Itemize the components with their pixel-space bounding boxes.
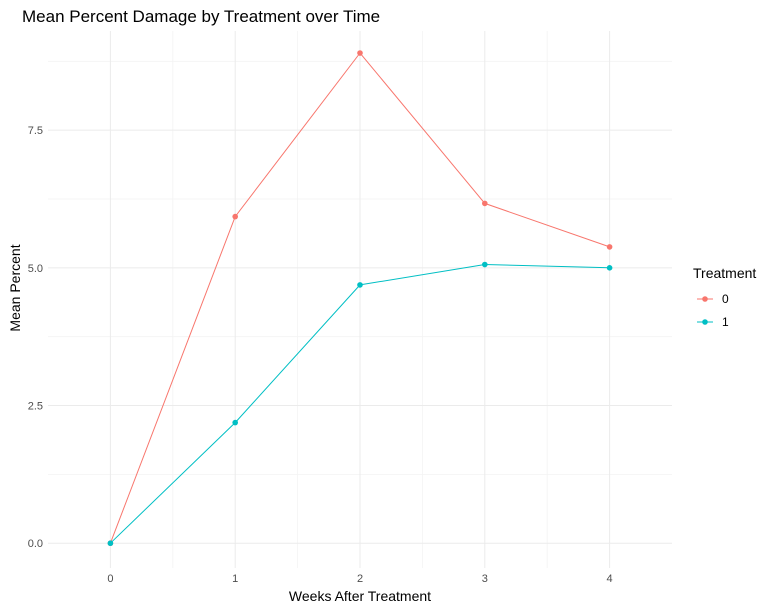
data-point	[482, 261, 488, 268]
legend-item: 1	[697, 315, 729, 329]
y-axis-ticks: 0.0 2.5 5.0 7.5	[28, 125, 43, 550]
y-tick-label: 5.0	[28, 263, 43, 275]
y-tick-label: 0.0	[28, 538, 43, 550]
y-tick-label: 7.5	[28, 125, 43, 137]
x-tick-label: 2	[357, 573, 363, 585]
legend-label: 1	[722, 315, 729, 329]
x-tick-label: 1	[232, 573, 238, 585]
data-point	[482, 200, 488, 207]
x-tick-label: 4	[607, 573, 613, 585]
x-axis-label: Weeks After Treatment	[289, 588, 431, 604]
legend-key-point	[702, 319, 708, 325]
data-point	[232, 213, 238, 220]
series-lines	[107, 50, 613, 547]
legend: Treatment 01	[693, 265, 756, 329]
data-point	[107, 540, 114, 547]
data-point	[357, 282, 363, 288]
x-axis-ticks: 0 1 2 3 4	[107, 573, 612, 585]
data-point	[232, 419, 238, 426]
grid	[48, 31, 672, 568]
y-tick-label: 2.5	[28, 401, 43, 413]
data-point	[606, 244, 613, 250]
series-1	[107, 261, 613, 547]
legend-key-point	[702, 296, 708, 302]
x-tick-label: 0	[107, 573, 113, 585]
legend-item: 0	[697, 292, 729, 306]
legend-label: 0	[722, 292, 729, 306]
legend-items: 01	[697, 292, 729, 329]
y-axis-label: Mean Percent	[7, 244, 23, 331]
x-tick-label: 3	[482, 573, 488, 585]
chart-title: Mean Percent Damage by Treatment over Ti…	[22, 7, 380, 26]
data-point	[606, 265, 613, 271]
data-point	[357, 50, 363, 56]
legend-title: Treatment	[693, 265, 756, 281]
